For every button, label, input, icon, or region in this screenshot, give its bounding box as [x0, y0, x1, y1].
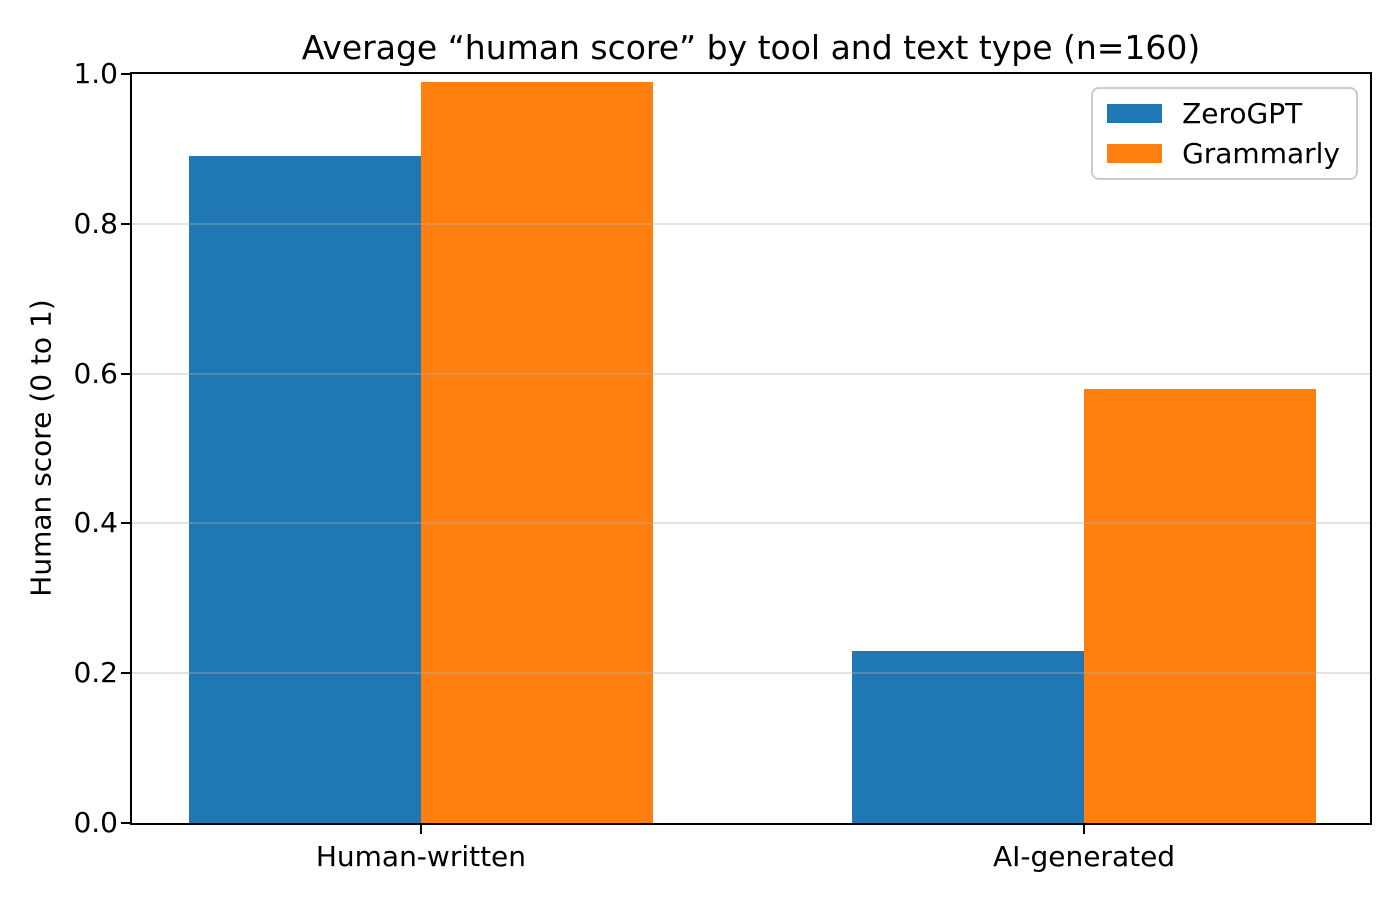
legend-item-grammarly: Grammarly — [1107, 137, 1340, 170]
legend: ZeroGPT Grammarly — [1091, 87, 1358, 180]
gridline-y-0-4 — [132, 522, 1370, 525]
bar-grammarly-human-written — [420, 81, 653, 823]
x-tick-label-ai-generated: AI-generated — [992, 840, 1176, 873]
y-tick-label-0.0: 0.0 — [73, 806, 118, 839]
y-tick-0.6 — [121, 372, 130, 375]
chart-title: Average “human score” by tool and text t… — [301, 28, 1201, 67]
y-tick-label-0.6: 0.6 — [73, 356, 118, 390]
y-tick-label-0.2: 0.2 — [73, 656, 118, 690]
plot-area: ZeroGPT Grammarly — [130, 72, 1372, 825]
gridline-y-0-6 — [132, 372, 1370, 375]
y-tick-0.4 — [121, 522, 130, 525]
legend-swatch-grammarly — [1107, 144, 1163, 163]
legend-swatch-zerogpt — [1107, 104, 1163, 123]
legend-item-zerogpt: ZeroGPT — [1107, 97, 1340, 130]
x-tick-human-written — [419, 825, 422, 834]
y-tick-label-1.0: 1.0 — [73, 57, 118, 90]
bar-zerogpt-ai-generated — [852, 650, 1085, 823]
gridline-y-0-8 — [132, 222, 1370, 225]
y-tick-0.8 — [121, 222, 130, 225]
bar-zerogpt-human-written — [188, 156, 421, 823]
y-tick-label-0.4: 0.4 — [73, 506, 118, 540]
x-tick-label-human-written: Human-written — [315, 840, 527, 873]
x-tick-ai-generated — [1083, 825, 1086, 834]
legend-label-grammarly: Grammarly — [1182, 137, 1340, 170]
legend-label-zerogpt: ZeroGPT — [1182, 97, 1303, 130]
bar-grammarly-ai-generated — [1084, 388, 1317, 823]
y-tick-0.2 — [121, 672, 130, 675]
gridline-y-0-2 — [132, 672, 1370, 675]
y-axis-label: Human score (0 to 1) — [24, 299, 58, 597]
y-tick-label-0.8: 0.8 — [73, 206, 118, 240]
y-tick-0.0 — [121, 822, 130, 824]
y-tick-1.0 — [121, 73, 130, 75]
